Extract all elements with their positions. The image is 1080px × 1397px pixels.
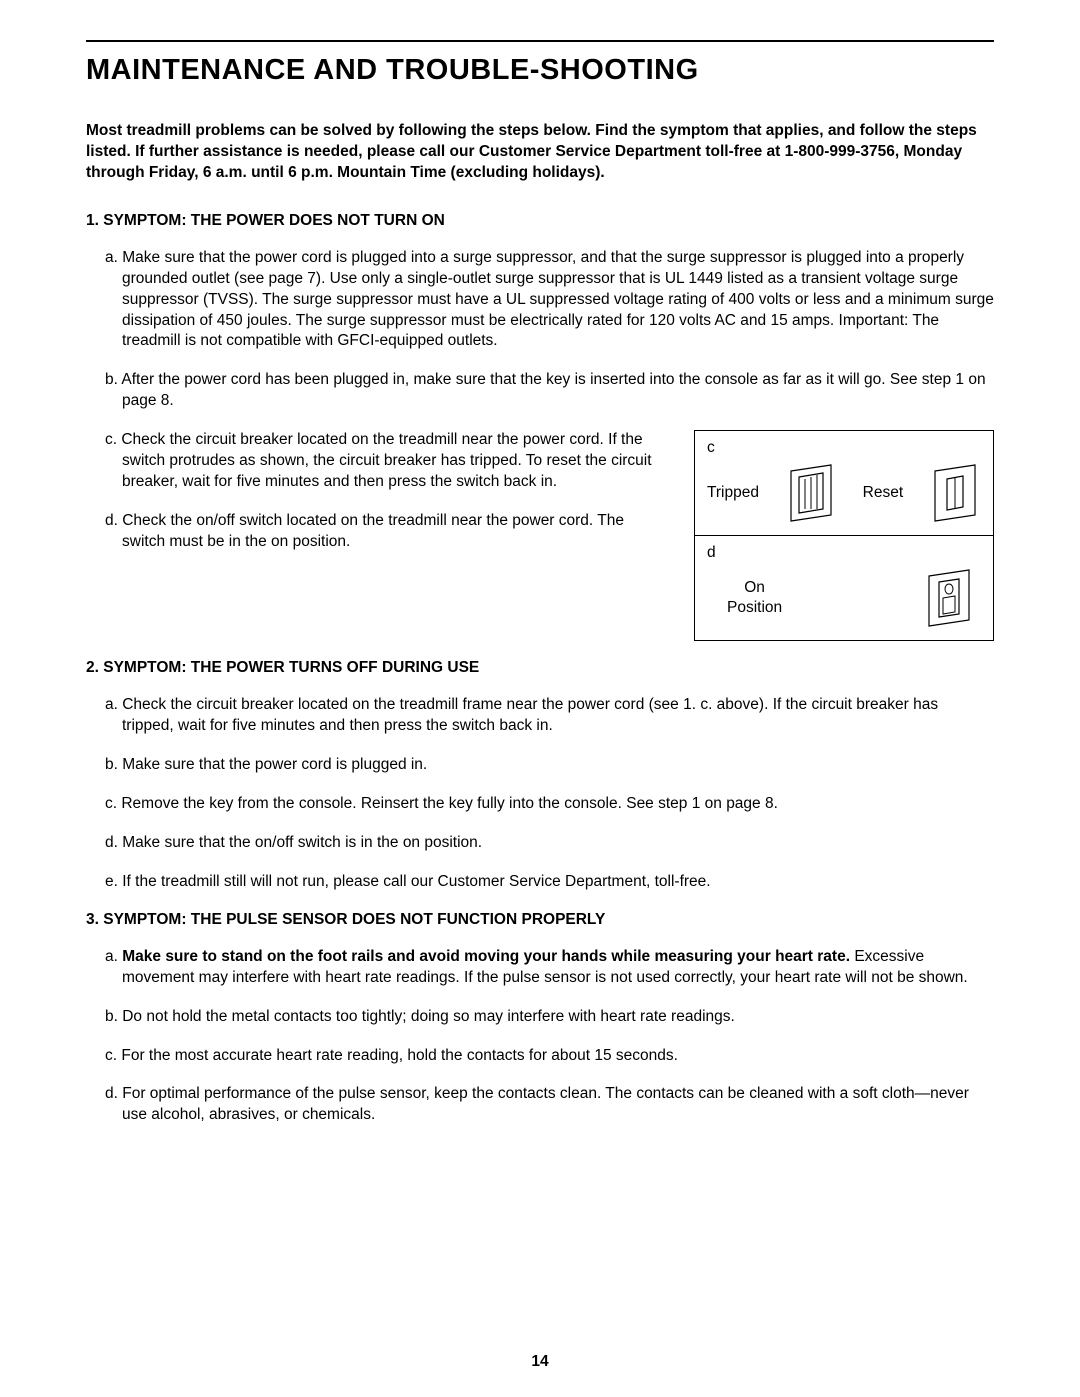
symptom-3-a-bold: Make sure to stand on the foot rails and… bbox=[122, 948, 850, 965]
symptom-2-step-d: d. Make sure that the on/off switch is i… bbox=[86, 833, 994, 854]
diagram-row-c-tag: c bbox=[707, 439, 981, 457]
symptom-1-cd-text: c. Check the circuit breaker located on … bbox=[86, 430, 674, 641]
symptom-1-steps-cd-row: c. Check the circuit breaker located on … bbox=[86, 430, 994, 641]
diagram-row-c: c Tripped Reset bbox=[695, 431, 993, 535]
on-label-line1: On bbox=[744, 579, 765, 596]
tripped-label: Tripped bbox=[707, 484, 759, 502]
symptom-3-heading: 3. SYMPTOM: THE PULSE SENSOR DOES NOT FU… bbox=[86, 911, 994, 929]
circuit-breaker-diagram: c Tripped Reset bbox=[694, 430, 994, 641]
symptom-2-step-a: a. Check the circuit breaker located on … bbox=[86, 695, 994, 737]
symptom-2-section: 2. SYMPTOM: THE POWER TURNS OFF DURING U… bbox=[86, 659, 994, 893]
diagram-row-d: d On Position bbox=[695, 535, 993, 640]
on-position-switch-icon bbox=[923, 568, 975, 628]
symptom-2-step-c: c. Remove the key from the console. Rein… bbox=[86, 794, 994, 815]
symptom-1-step-a: a. Make sure that the power cord is plug… bbox=[86, 248, 994, 353]
on-label-line2: Position bbox=[727, 599, 782, 616]
symptom-3-step-b: b. Do not hold the metal contacts too ti… bbox=[86, 1007, 994, 1028]
on-position-label: On Position bbox=[727, 578, 782, 618]
top-rule bbox=[86, 40, 994, 42]
symptom-2-heading: 2. SYMPTOM: THE POWER TURNS OFF DURING U… bbox=[86, 659, 994, 677]
symptom-1-section: 1. SYMPTOM: THE POWER DOES NOT TURN ON a… bbox=[86, 212, 994, 641]
symptom-1-heading: 1. SYMPTOM: THE POWER DOES NOT TURN ON bbox=[86, 212, 994, 230]
reset-switch-icon bbox=[929, 463, 981, 523]
symptom-2-step-b: b. Make sure that the power cord is plug… bbox=[86, 755, 994, 776]
symptom-3-step-a: a. Make sure to stand on the foot rails … bbox=[86, 947, 994, 989]
symptom-3-step-c: c. For the most accurate heart rate read… bbox=[86, 1046, 994, 1067]
symptom-2-step-e: e. If the treadmill still will not run, … bbox=[86, 872, 994, 893]
reset-label: Reset bbox=[863, 484, 904, 502]
symptom-3-section: 3. SYMPTOM: THE PULSE SENSOR DOES NOT FU… bbox=[86, 911, 994, 1127]
symptom-1-step-c: c. Check the circuit breaker located on … bbox=[86, 430, 674, 493]
page-number: 14 bbox=[0, 1353, 1080, 1371]
symptom-3-step-d: d. For optimal performance of the pulse … bbox=[86, 1084, 994, 1126]
page-title: MAINTENANCE AND TROUBLE-SHOOTING bbox=[86, 54, 994, 87]
diagram-row-d-tag: d bbox=[707, 544, 981, 562]
tripped-switch-icon bbox=[785, 463, 837, 523]
symptom-1-step-d: d. Check the on/off switch located on th… bbox=[86, 511, 674, 553]
intro-paragraph: Most treadmill problems can be solved by… bbox=[86, 121, 994, 184]
symptom-3-a-prefix: a. bbox=[105, 948, 122, 965]
symptom-1-step-b: b. After the power cord has been plugged… bbox=[86, 370, 994, 412]
